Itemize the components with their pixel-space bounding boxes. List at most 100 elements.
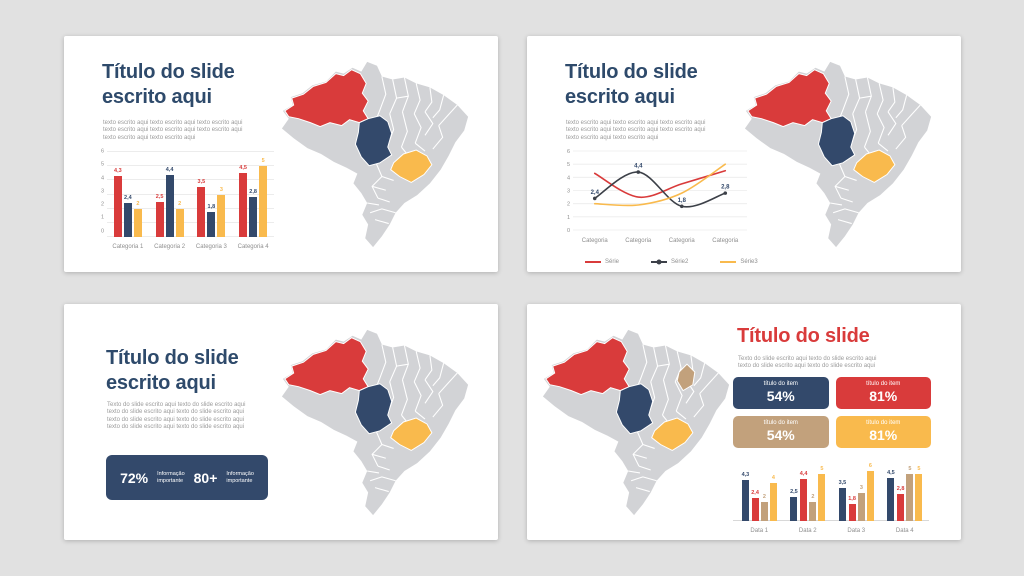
bar [769, 483, 777, 521]
legend-label: Série3 [740, 259, 758, 265]
point-value-label: 2,4 [591, 190, 600, 196]
item-label: título do item [866, 380, 901, 387]
bar [857, 492, 865, 521]
bar-column: 1,8 [207, 152, 216, 237]
x-axis: Data 1 Data 2 Data 3 Data 4 [735, 523, 929, 534]
y-tick-label: 5 [100, 161, 104, 168]
body-line: texto escrito aqui texto escrito aqui [566, 134, 659, 141]
brazil-map [278, 318, 474, 524]
map-state-border [675, 410, 687, 420]
item-value: 54% [766, 426, 795, 443]
map-state-border [413, 351, 421, 383]
bar [113, 176, 122, 237]
bar-column: 3 [857, 464, 865, 521]
slide4-body: Texto do slide escrito aqui texto do sli… [738, 356, 933, 371]
body-line: texto do slide escrito aqui texto do sli… [738, 363, 876, 370]
bar-value-label: 4,3 [114, 168, 122, 175]
body-line: texto escrito aqui texto escrito aqui te… [103, 127, 243, 134]
bar [175, 208, 184, 237]
bar-column: 3 [217, 152, 226, 237]
stat-label: Informação importante [226, 470, 254, 484]
bar-value-label: 2 [136, 200, 140, 207]
body-line: texto do slide escrito aqui texto do sli… [107, 409, 245, 416]
category-label: Categoria [669, 238, 696, 244]
slide-thumbnail-3[interactable]: Título do slide escrito aqui Texto do sl… [64, 304, 498, 540]
line-chart-svg: 0 1 2 3 4 5 6 Categoria Categoria Categoria Catego… [567, 149, 747, 244]
data-point-marker [679, 204, 684, 209]
map-state-border [638, 465, 651, 471]
category-label: Data 4 [895, 528, 914, 534]
map-state-border [424, 87, 433, 113]
point-value-label: 4,4 [634, 164, 643, 170]
y-tick-label: 6 [567, 149, 570, 155]
map-state-border [693, 393, 705, 418]
map-state-border [834, 185, 849, 191]
bar-group: 2,5 4,4 2 5 [784, 464, 833, 521]
y-tick-label: 3 [567, 189, 570, 195]
line-series [593, 169, 727, 198]
category-label: Data 3 [847, 528, 866, 534]
map-state-border [895, 95, 908, 119]
map-state-border [396, 95, 409, 99]
slide-thumbnail-1[interactable]: Título do slide escrito aqui texto escri… [64, 36, 498, 272]
bar [239, 173, 248, 237]
map-state-border [636, 344, 648, 388]
map-state-border [400, 379, 408, 416]
map-state-border [369, 208, 396, 214]
bar-column: 4,5 [239, 152, 248, 237]
map-state-border [887, 111, 897, 136]
chart-legend: Série Série2 Série3 [585, 259, 758, 265]
map-state-border [876, 113, 885, 144]
map-state-border [632, 430, 644, 467]
bar-value-label: 1,8 [207, 203, 216, 210]
map-state-border [693, 363, 706, 387]
bar-column: 2 [760, 464, 768, 521]
slide1-title: Título do slide escrito aqui [102, 61, 235, 108]
legend-label: Série2 [671, 259, 689, 265]
map-state-border [630, 476, 657, 482]
body-line: texto escrito aqui texto escrito aqui [103, 134, 196, 141]
legend-swatch-icon [585, 261, 601, 263]
category-label: Categoria [582, 238, 609, 244]
y-tick-label: 0 [100, 227, 104, 234]
map-state-border [635, 487, 650, 493]
bar-column: 2,5 [790, 464, 798, 521]
category-label: Categoria 1 [112, 244, 144, 250]
grouped-bar-chart: 4,3 2,4 2 4 2,5 4,4 2 5 3,5 1,8 3 6 4,5 2,8 5 5 Data 1 Da… [733, 456, 931, 534]
brazil-map [741, 50, 937, 256]
map-state-border [661, 379, 669, 416]
map-state-highlight-navy [354, 383, 393, 435]
map-state-border [424, 379, 434, 404]
slide2-title: Título do slide escrito aqui [565, 61, 698, 108]
map-state-border [432, 363, 445, 387]
brazil-map-svg [281, 61, 469, 248]
bar-column: 4,4 [165, 152, 174, 237]
bar-value-label: 3 [859, 484, 863, 491]
slide-thumbnail-4[interactable]: Título do slide Texto do slide escrito a… [527, 304, 961, 540]
bar-value-label: 5 [261, 158, 265, 165]
body-line: Texto do slide escrito aqui texto do sli… [107, 402, 246, 408]
map-state-border [374, 219, 389, 225]
slide-thumbnail-2[interactable]: Título do slide escrito aqui texto escri… [527, 36, 961, 272]
map-state-border [699, 372, 719, 394]
bar [906, 473, 914, 521]
map-state-border [438, 104, 458, 126]
map-state-border [413, 83, 421, 115]
map-state-border [375, 344, 387, 388]
map-state-highlight-navy [354, 115, 393, 167]
y-tick-label: 4 [100, 174, 104, 181]
bar [165, 174, 174, 237]
item-box: título do item 81% [835, 377, 931, 409]
map-state-border [840, 197, 853, 203]
stat-value: 72% [120, 469, 149, 486]
map-state-border [367, 202, 380, 206]
y-tick-label: 2 [567, 202, 570, 208]
bar [915, 473, 923, 521]
highlight-stats-box: 72% Informação importante 80+ Informação… [106, 455, 268, 500]
bar-group: 4,5 2,8 5 [232, 152, 274, 237]
item-value: 54% [766, 387, 795, 404]
bar-value-label: 1,8 [848, 495, 856, 502]
map-state-border [371, 430, 383, 467]
bar-column: 3,5 [197, 152, 206, 237]
